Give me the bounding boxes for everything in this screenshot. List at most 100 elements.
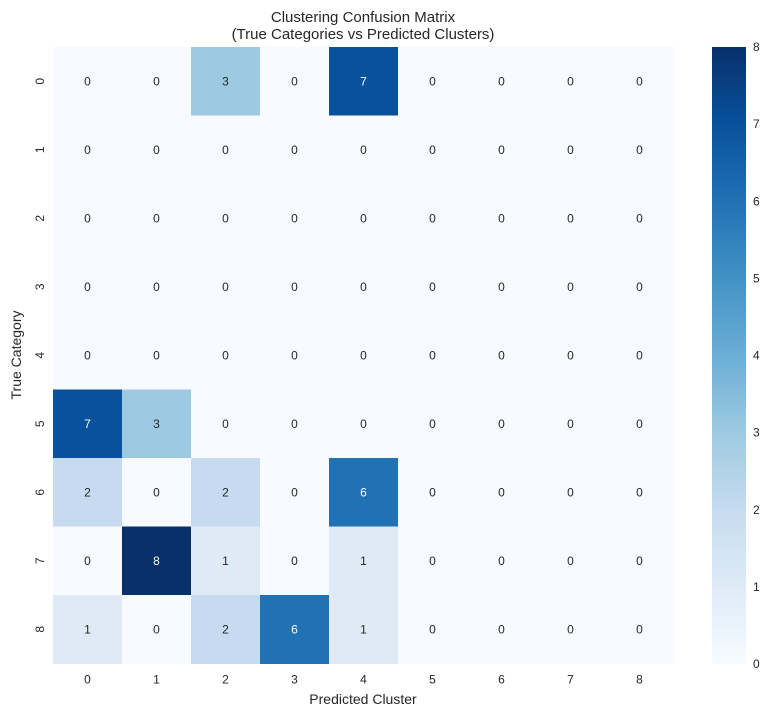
cell-value-label: 0 — [153, 622, 160, 636]
colorbar-tick-label: 8 — [753, 40, 760, 54]
cell-value-label: 0 — [498, 622, 505, 636]
heatmap-cell-r1-c1 — [122, 115, 192, 185]
heatmap-cell-r0-c7 — [536, 47, 606, 116]
heatmap-cell-r5-c3 — [260, 389, 330, 459]
cell-value-label: 0 — [360, 280, 367, 294]
cell-value-label: 0 — [222, 143, 229, 157]
cell-value-label: 0 — [636, 211, 643, 225]
y-tick-label: 4 — [33, 352, 47, 359]
cell-value-label: 0 — [291, 74, 298, 88]
cell-value-label: 0 — [153, 143, 160, 157]
x-tick-label: 7 — [567, 673, 574, 687]
heatmap-cell-r4-c4 — [329, 321, 399, 390]
x-axis-ticks: 0 1 2 3 4 5 6 7 8 — [84, 673, 643, 687]
heatmap-cell-r6-c0 — [53, 458, 123, 527]
heatmap-cell-r8-c2 — [191, 595, 261, 664]
heatmap-cell-r0-c2 — [191, 47, 261, 116]
y-tick-label: 2 — [33, 215, 47, 222]
cell-value-label: 0 — [84, 143, 91, 157]
heatmap-cell-r5-c0 — [53, 389, 123, 459]
heatmap-cell-r3-c8 — [605, 252, 675, 322]
cell-value-label: 0 — [153, 280, 160, 294]
heatmap-cell-r0-c4 — [329, 47, 399, 116]
heatmap-cell-r0-c8 — [605, 47, 675, 116]
cell-value-label: 0 — [84, 74, 91, 88]
heatmap-cell-r8-c8 — [605, 595, 675, 664]
heatmap-cell-r2-c7 — [536, 184, 606, 253]
cell-value-label: 0 — [567, 554, 574, 568]
cell-value-label: 0 — [429, 554, 436, 568]
cell-value-label: 0 — [498, 143, 505, 157]
y-axis-label: True Category — [8, 311, 24, 400]
heatmap-cell-r6-c7 — [536, 458, 606, 527]
cell-value-label: 0 — [222, 280, 229, 294]
cell-value-label: 0 — [498, 485, 505, 499]
cell-value-label: 2 — [84, 485, 91, 499]
heatmap-cell-r1-c7 — [536, 115, 606, 185]
heatmap-cell-r8-c5 — [398, 595, 468, 664]
x-tick-label: 5 — [429, 673, 436, 687]
heatmap-cell-r2-c2 — [191, 184, 261, 253]
cell-value-label: 1 — [84, 622, 91, 636]
heatmap-cell-r1-c0 — [53, 115, 123, 185]
heatmap-cell-r4-c7 — [536, 321, 606, 390]
cell-value-label: 0 — [567, 74, 574, 88]
heatmap-cell-r4-c3 — [260, 321, 330, 390]
chart-subtitle: (True Categories vs Predicted Clusters) — [232, 26, 495, 43]
cell-value-label: 0 — [291, 485, 298, 499]
heatmap-cell-r4-c2 — [191, 321, 261, 390]
cell-value-label: 0 — [567, 143, 574, 157]
heatmap-cell-r6-c5 — [398, 458, 468, 527]
heatmap-cell-r2-c8 — [605, 184, 675, 253]
heatmap-cell-r8-c3 — [260, 595, 330, 664]
cell-value-label: 0 — [291, 417, 298, 431]
heatmap-cell-r3-c3 — [260, 252, 330, 322]
x-tick-label: 4 — [360, 673, 367, 687]
heatmap-cell-r7-c2 — [191, 526, 261, 596]
cell-value-label: 7 — [84, 417, 91, 431]
colorbar-tick-label: 7 — [753, 117, 760, 131]
cell-value-label: 0 — [360, 143, 367, 157]
cell-value-label: 0 — [636, 280, 643, 294]
heatmap-cell-r7-c1 — [122, 526, 192, 596]
heatmap-cell-r8-c6 — [467, 595, 537, 664]
cell-value-label: 0 — [636, 554, 643, 568]
y-tick-label: 8 — [33, 626, 47, 633]
y-axis-ticks: 0 1 2 3 4 5 6 7 8 — [33, 78, 47, 633]
heatmap-cell-r0-c3 — [260, 47, 330, 116]
heatmap-cell-r3-c6 — [467, 252, 537, 322]
heatmap-cell-r6-c2 — [191, 458, 261, 527]
cell-value-label: 0 — [153, 485, 160, 499]
cell-value-label: 0 — [429, 622, 436, 636]
heatmap-cell-r6-c8 — [605, 458, 675, 527]
cell-value-label: 2 — [222, 485, 229, 499]
heatmap-cells — [53, 47, 675, 664]
cell-value-label: 0 — [291, 554, 298, 568]
cell-value-label: 0 — [498, 280, 505, 294]
cell-value-label: 0 — [84, 348, 91, 362]
heatmap-cell-r3-c7 — [536, 252, 606, 322]
cell-value-label: 1 — [360, 622, 367, 636]
heatmap-cell-r0-c1 — [122, 47, 192, 116]
cell-value-label: 0 — [429, 417, 436, 431]
cell-value-label: 6 — [291, 622, 298, 636]
cell-value-label: 0 — [222, 417, 229, 431]
cell-value-label: 8 — [153, 554, 160, 568]
cell-value-label: 0 — [84, 280, 91, 294]
heatmap-cell-r8-c7 — [536, 595, 606, 664]
heatmap-cell-r4-c0 — [53, 321, 123, 390]
heatmap-cell-r0-c6 — [467, 47, 537, 116]
x-axis-label: Predicted Cluster — [309, 691, 417, 707]
heatmap-cell-r2-c5 — [398, 184, 468, 253]
heatmap-cell-r3-c4 — [329, 252, 399, 322]
heatmap-cell-r2-c4 — [329, 184, 399, 253]
heatmap-cell-r0-c0 — [53, 47, 123, 116]
cell-value-label: 0 — [636, 417, 643, 431]
colorbar-tick-label: 1 — [753, 580, 760, 594]
cell-value-label: 0 — [567, 622, 574, 636]
heatmap-cell-r6-c6 — [467, 458, 537, 527]
heatmap-cell-r7-c6 — [467, 526, 537, 596]
cell-value-label: 0 — [291, 211, 298, 225]
cell-value-label: 0 — [360, 348, 367, 362]
